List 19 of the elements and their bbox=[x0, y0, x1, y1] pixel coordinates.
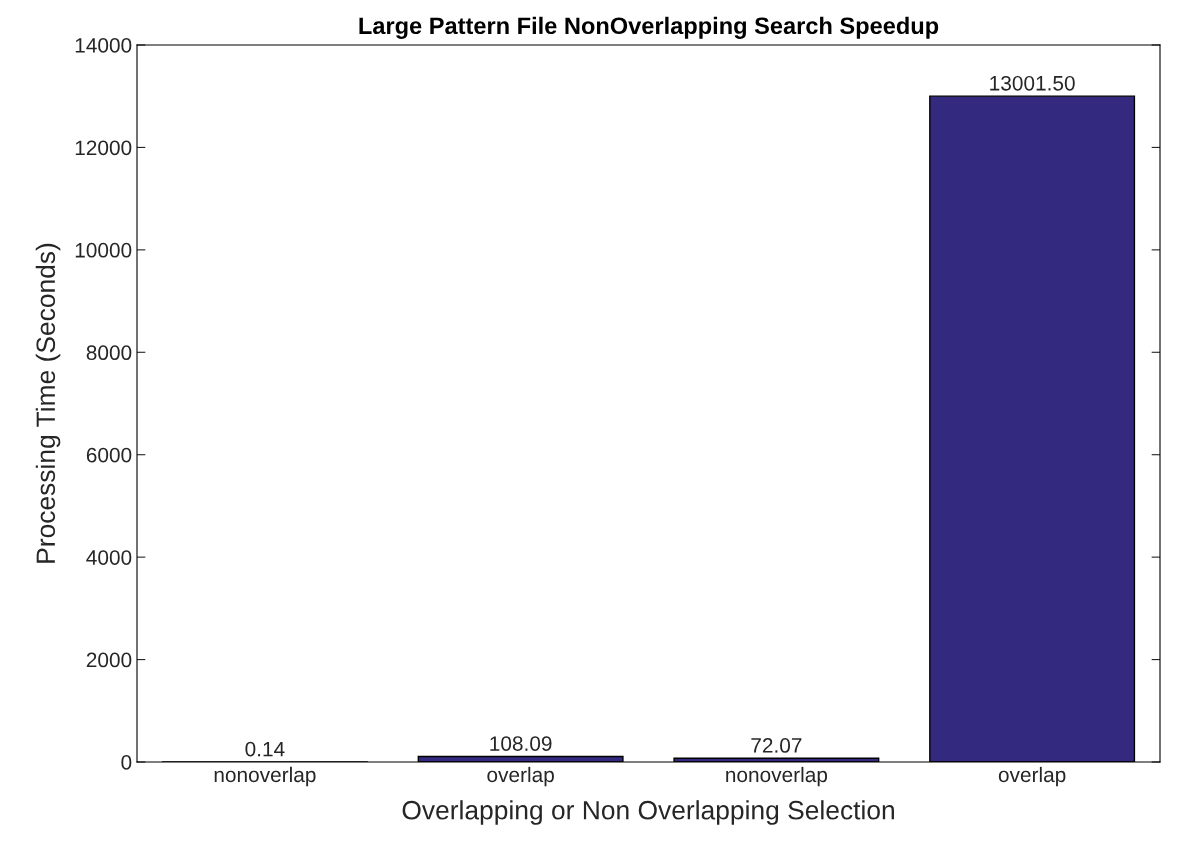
x-axis-title: Overlapping or Non Overlapping Selection bbox=[402, 800, 894, 825]
y-tick-label: 6000 bbox=[86, 447, 132, 463]
chart-title: Large Pattern File NonOverlapping Search Speedup bbox=[359, 16, 939, 39]
data-label: 108.09 bbox=[490, 736, 552, 751]
data-label: 0.14 bbox=[245, 741, 285, 757]
y-tick-label: 10000 bbox=[75, 242, 132, 258]
y-tick-label: 4000 bbox=[86, 550, 132, 565]
x-tick-label: overlap bbox=[998, 766, 1066, 787]
x-tick-label: nonoverlap bbox=[726, 766, 828, 787]
y-tick-label: 12000 bbox=[75, 140, 132, 156]
data-label: 72.07 bbox=[751, 738, 802, 753]
y-tick-label: 0 bbox=[121, 755, 132, 770]
y-tick-label: 2000 bbox=[86, 652, 132, 668]
x-tick-label: overlap bbox=[487, 766, 554, 787]
y-axis-title: Processing Time (Seconds) bbox=[35, 243, 61, 563]
y-tick-label: 8000 bbox=[86, 345, 132, 361]
data-label: 13001.50 bbox=[990, 75, 1075, 91]
y-tick-label: 14000 bbox=[75, 38, 132, 53]
x-tick-label: nonoverlap bbox=[214, 766, 316, 787]
